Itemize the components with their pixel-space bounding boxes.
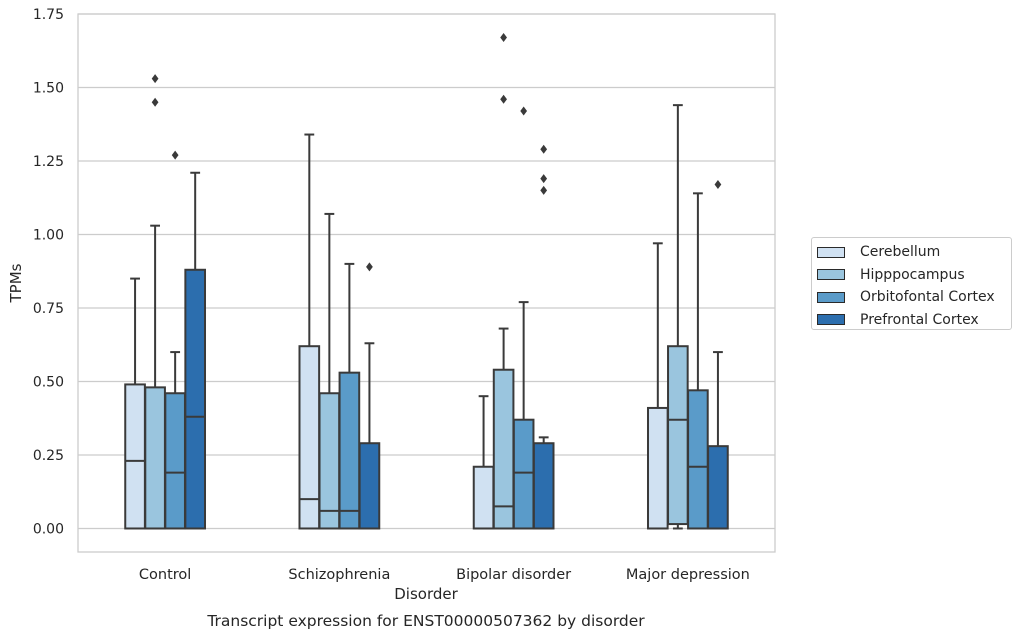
chart-title: Transcript expression for ENST0000050736… bbox=[206, 612, 645, 630]
x-tick-label: Major depression bbox=[626, 567, 750, 583]
x-axis-label: Disorder bbox=[394, 585, 458, 603]
legend-label: Cerebellum bbox=[860, 244, 941, 261]
outlier-point bbox=[714, 180, 722, 190]
box-group bbox=[358, 262, 381, 530]
box-group bbox=[707, 180, 729, 530]
box-group bbox=[318, 212, 341, 530]
y-tick-label: 1.75 bbox=[33, 7, 64, 23]
y-tick-label: 1.00 bbox=[33, 227, 64, 243]
box-body bbox=[667, 345, 689, 526]
x-tick-label: Bipolar disorder bbox=[456, 567, 571, 583]
box-group bbox=[144, 74, 166, 530]
box-group bbox=[164, 150, 186, 530]
outlier-point bbox=[500, 33, 507, 43]
box-group bbox=[492, 33, 515, 530]
outlier-point bbox=[171, 150, 179, 160]
legend: Cerebellum Hipppocampus Orbitofontal Cor… bbox=[811, 237, 1012, 330]
box-body bbox=[707, 445, 729, 530]
legend-swatch-orbitofrontal bbox=[817, 291, 845, 303]
outlier-point bbox=[540, 144, 548, 154]
box-body bbox=[124, 383, 146, 530]
box-group bbox=[646, 242, 669, 530]
y-tick-label: 1.50 bbox=[33, 80, 64, 96]
box-body bbox=[512, 418, 535, 530]
box-body bbox=[687, 389, 709, 530]
outlier-point bbox=[540, 185, 548, 195]
y-tick-label: 0.25 bbox=[33, 448, 64, 464]
box-group bbox=[667, 104, 689, 530]
box-group bbox=[532, 144, 555, 530]
box-group bbox=[298, 133, 321, 530]
box-body bbox=[298, 345, 321, 530]
box-body bbox=[144, 386, 166, 530]
box-group bbox=[512, 106, 535, 530]
outlier-point bbox=[151, 97, 159, 107]
outlier-point bbox=[366, 262, 373, 272]
legend-item-orbitofrontal: Orbitofontal Cortex bbox=[817, 286, 1011, 309]
legend-item-hippocampus: Hipppocampus bbox=[817, 264, 1011, 287]
legend-label: Prefrontal Cortex bbox=[860, 311, 979, 328]
box-group bbox=[687, 192, 709, 530]
outlier-point bbox=[520, 106, 528, 116]
y-tick-label: 0.75 bbox=[33, 301, 64, 317]
box-body bbox=[472, 465, 495, 530]
x-tick-label: Control bbox=[139, 567, 191, 583]
legend-label: Hipppocampus bbox=[860, 266, 965, 283]
box-body bbox=[492, 368, 515, 530]
box-group bbox=[338, 262, 361, 530]
box-body bbox=[358, 442, 381, 530]
box-body bbox=[164, 392, 186, 530]
box-body bbox=[646, 406, 669, 530]
y-tick-label: 0.00 bbox=[33, 521, 64, 537]
box-group bbox=[184, 171, 207, 530]
legend-swatch-cerebellum bbox=[817, 246, 845, 258]
legend-swatch-hippocampus bbox=[817, 269, 845, 281]
legend-label: Orbitofontal Cortex bbox=[860, 289, 995, 306]
box-group bbox=[472, 395, 495, 530]
box-body bbox=[184, 268, 207, 530]
y-axis-label: TPMs bbox=[7, 263, 25, 303]
y-tick-label: 1.25 bbox=[33, 154, 64, 170]
legend-item-cerebellum: Cerebellum bbox=[817, 241, 1011, 264]
box-layer bbox=[124, 33, 729, 530]
outlier-point bbox=[151, 74, 159, 84]
axis-layer: 0.00 0.25 0.50 0.75 1.00 1.25 1.50 1.75 Control S… bbox=[33, 7, 750, 583]
box-body bbox=[532, 442, 555, 530]
outlier-point bbox=[500, 94, 507, 104]
legend-swatch-prefrontal bbox=[817, 314, 845, 326]
plot-frame bbox=[77, 13, 776, 553]
box-group bbox=[124, 277, 146, 530]
box-body bbox=[318, 392, 341, 530]
outlier-point bbox=[540, 174, 548, 184]
y-tick-label: 0.50 bbox=[33, 374, 64, 390]
legend-item-prefrontal: Prefrontal Cortex bbox=[817, 309, 1011, 332]
x-tick-label: Schizophrenia bbox=[288, 567, 390, 583]
box-body bbox=[338, 371, 361, 530]
